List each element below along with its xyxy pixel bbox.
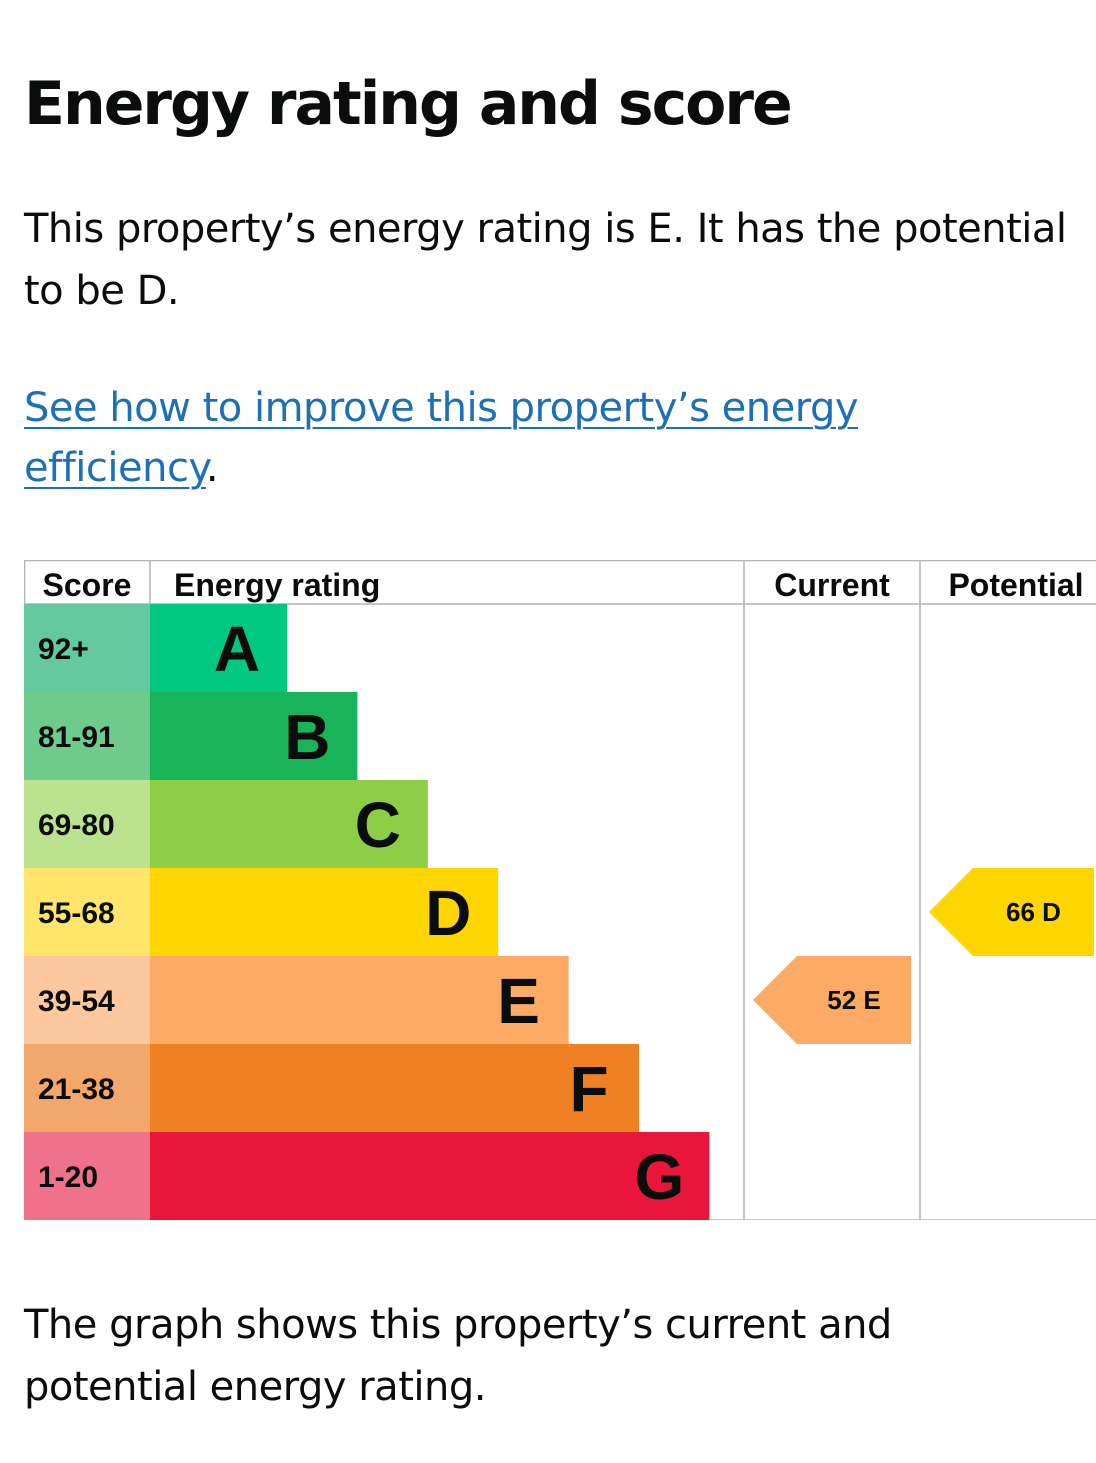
caption-line2: potential energy rating. (24, 1364, 486, 1410)
band-row-b: 81-91 B (24, 692, 358, 780)
rating-summary: This property’s energy rating is E. It h… (24, 198, 1096, 322)
rating-bands: 92+ A 81-91 B 69-80 C 55-68 D 39-54 E 21-38 F 1-20 G (24, 604, 710, 1220)
page-title: Energy rating and score (24, 69, 793, 139)
header-score: Score (43, 567, 132, 603)
improve-efficiency-link[interactable]: See how to improve this property’s energ… (24, 385, 859, 491)
score-label: 92+ (38, 633, 89, 666)
current-rating-flag: 52 E (753, 956, 911, 1044)
score-cell (24, 868, 150, 956)
potential-rating-flag-shape (929, 868, 1094, 956)
band-letter: G (635, 1141, 685, 1213)
score-cell (24, 956, 150, 1044)
band-letter: E (497, 965, 540, 1037)
current-rating-flag-label: 52 E (827, 985, 881, 1015)
link-trailing-period: . (205, 445, 219, 491)
energy-rating-chart: Score Energy rating Current Potential 92… (24, 560, 1096, 1220)
band-letter: B (284, 701, 330, 773)
band-row-e: 39-54 E (24, 956, 569, 1044)
band-bar (150, 1132, 710, 1220)
chart-caption: The graph shows this property’s current … (24, 1294, 892, 1418)
chart-headers: Score Energy rating Current Potential (43, 567, 1084, 603)
band-row-c: 69-80 C (24, 780, 428, 868)
band-row-g: 1-20 G (24, 1132, 710, 1220)
band-bar (150, 692, 358, 780)
band-bar (150, 1044, 639, 1132)
band-letter: A (214, 613, 260, 685)
band-letter: C (355, 789, 401, 861)
header-potential: Potential (948, 567, 1083, 603)
rating-summary-line1: This property’s energy rating is E. It h… (24, 206, 1067, 252)
score-label: 81-91 (38, 721, 115, 754)
score-cell (24, 780, 150, 868)
header-energy-rating: Energy rating (174, 567, 380, 603)
potential-rating-flag: 66 D (929, 868, 1094, 956)
band-row-a: 92+ A (24, 604, 287, 692)
rating-summary-line2: to be D. (24, 268, 180, 314)
rating-flags: 52 E 66 D (753, 868, 1094, 1044)
score-cell (24, 692, 150, 780)
band-letter: F (569, 1053, 608, 1125)
score-cell (24, 1044, 150, 1132)
score-cell (24, 1132, 150, 1220)
band-bar (150, 604, 287, 692)
caption-line1: The graph shows this property’s current … (24, 1302, 892, 1348)
score-label: 69-80 (38, 809, 115, 842)
header-current: Current (774, 567, 890, 603)
score-label: 39-54 (38, 985, 115, 1018)
band-bar (150, 868, 499, 956)
score-label: 55-68 (38, 897, 115, 930)
improve-link-line1[interactable]: See how to improve this property’s energ… (24, 385, 859, 431)
improve-link-line2[interactable]: efficiency (24, 445, 206, 491)
band-row-d: 55-68 D (24, 868, 499, 956)
potential-rating-flag-label: 66 D (1006, 897, 1061, 927)
score-cell (24, 604, 150, 692)
band-letter: D (425, 877, 471, 949)
improve-paragraph: See how to improve this property’s energ… (24, 378, 859, 498)
band-bar (150, 956, 569, 1044)
score-label: 21-38 (38, 1073, 115, 1106)
current-rating-flag-shape (753, 956, 911, 1044)
score-label: 1-20 (38, 1161, 98, 1194)
band-bar (150, 780, 428, 868)
band-row-f: 21-38 F (24, 1044, 639, 1132)
